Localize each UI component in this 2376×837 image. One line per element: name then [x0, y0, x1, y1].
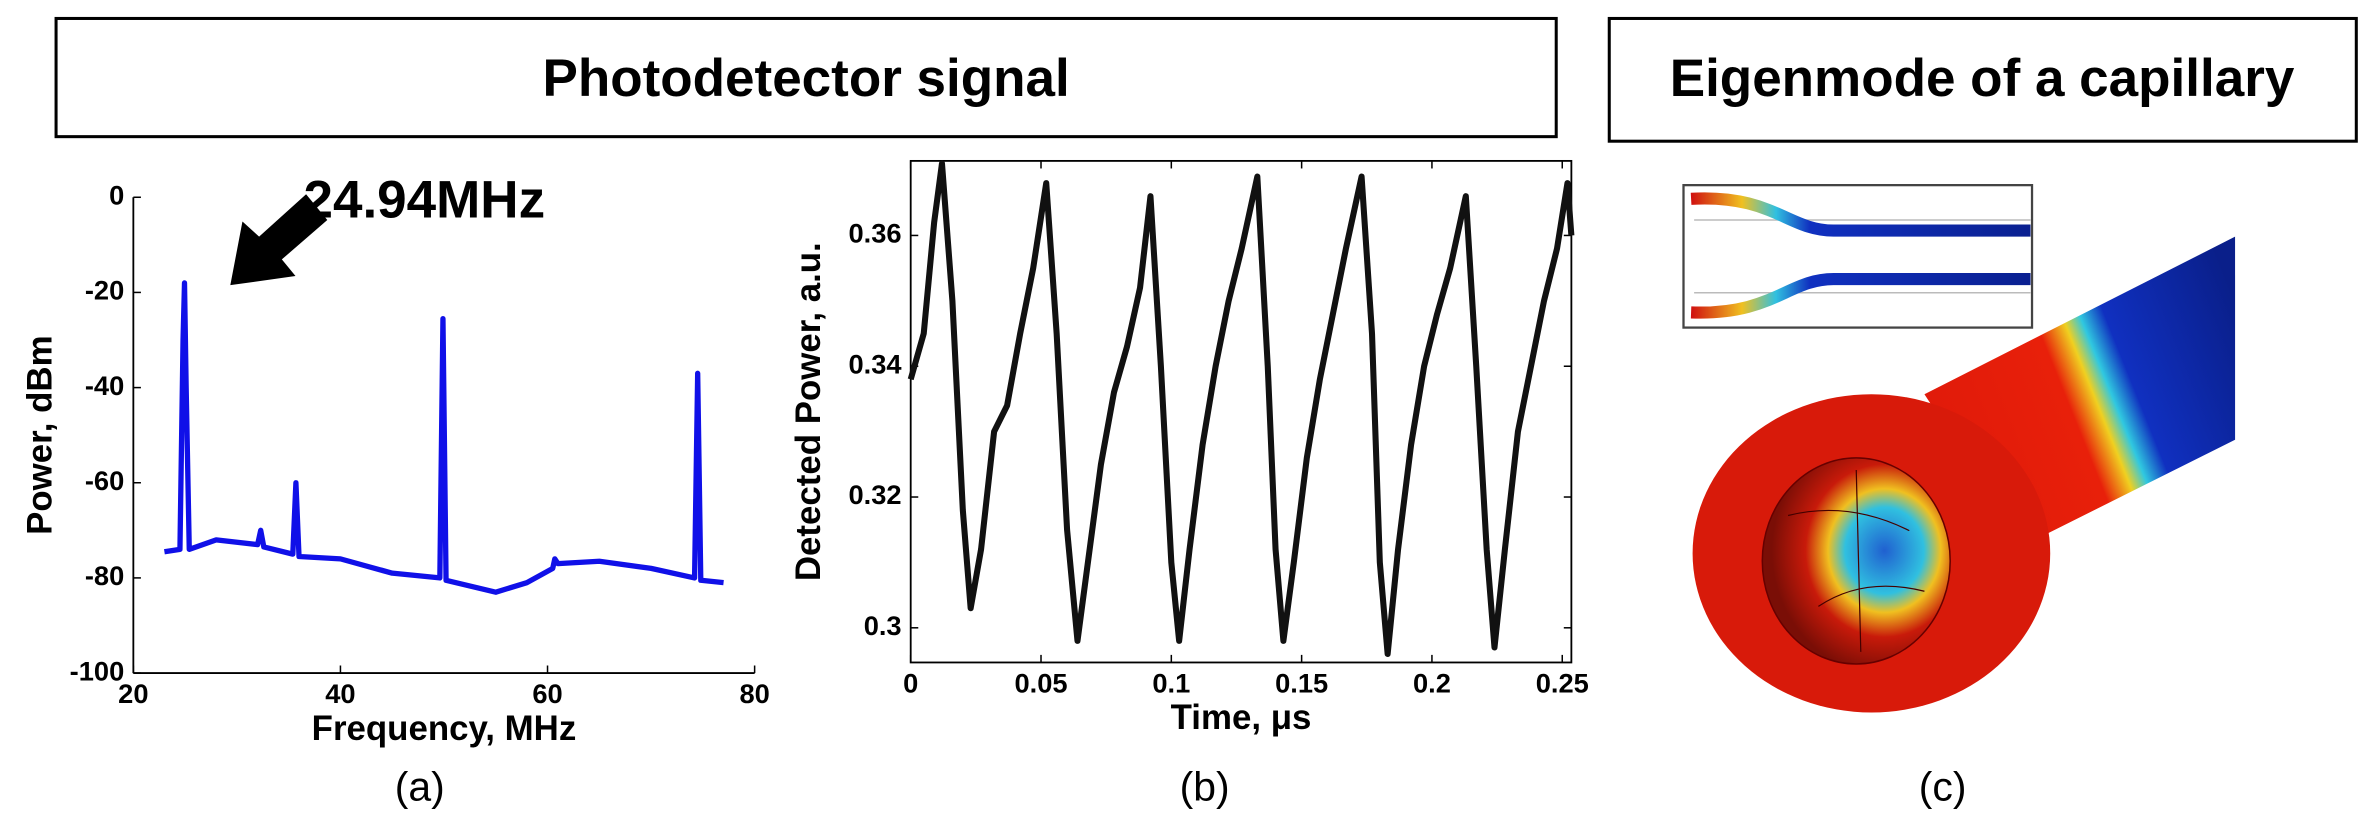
- x-tick-label: 40: [325, 678, 355, 709]
- x-tick-label: 0.1: [1152, 667, 1190, 698]
- header-box: [54, 16, 1558, 139]
- x-tick-label: 0.2: [1413, 667, 1451, 698]
- header-box: [1607, 16, 2358, 143]
- plot-frame: [909, 159, 1573, 664]
- annotation: 24.94MHz: [303, 170, 545, 229]
- y-tick-label: -40: [85, 370, 124, 401]
- y-tick-label: 0.32: [849, 479, 902, 510]
- y-axis-label: Detected Power, a.u.: [789, 242, 828, 581]
- y-tick-label: -80: [85, 560, 124, 591]
- annotation-arrow: [230, 194, 328, 286]
- x-tick-label: 60: [532, 678, 562, 709]
- y-tick-label: 0.34: [849, 348, 903, 379]
- x-axis-label: Frequency, MHz: [312, 709, 577, 748]
- y-tick-label: -100: [70, 655, 125, 686]
- y-tick-label: 0: [109, 179, 124, 210]
- y-tick-label: -20: [85, 275, 124, 306]
- panel-label: (a): [395, 764, 445, 810]
- panel-label: (b): [1180, 764, 1230, 810]
- x-tick-label: 80: [739, 678, 769, 709]
- y-axis-label: Power, dBm: [21, 335, 60, 534]
- header-title: Photodetector signal: [543, 49, 1070, 108]
- x-tick-label: 0.15: [1275, 667, 1328, 698]
- data-line: [164, 280, 724, 595]
- panel-label: (c): [1919, 764, 1967, 810]
- x-tick-label: 20: [118, 678, 148, 709]
- data-line: [907, 160, 1575, 657]
- x-axis-label: Time, μs: [1171, 698, 1312, 737]
- header-title: Eigenmode of a capillary: [1670, 49, 2295, 108]
- x-tick-label: 0: [903, 667, 918, 698]
- y-tick-label: 0.36: [849, 218, 902, 249]
- x-tick-label: 0.25: [1536, 667, 1589, 698]
- x-tick-label: 0.05: [1014, 667, 1067, 698]
- capillary-render: [1682, 184, 2236, 713]
- y-tick-label: -60: [85, 465, 124, 496]
- y-tick-label: 0.3: [864, 610, 902, 641]
